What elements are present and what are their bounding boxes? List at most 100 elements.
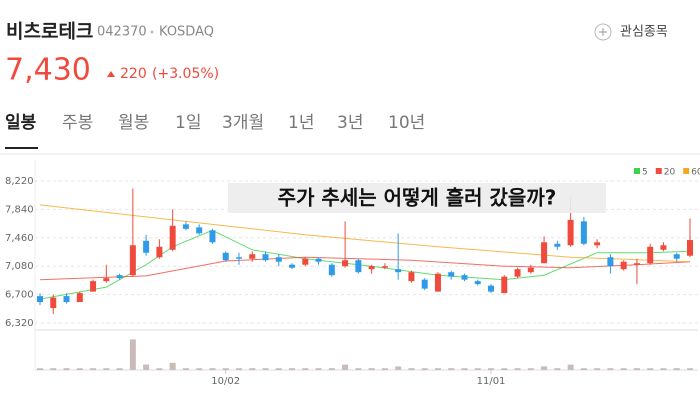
volume-bar — [143, 364, 150, 370]
volume-bar — [249, 368, 256, 370]
watchlist-button[interactable]: 관심종목 — [620, 25, 668, 40]
candle-body — [169, 225, 176, 250]
volume-bar — [50, 368, 57, 370]
add-icon-plus — [599, 28, 607, 36]
candle-body — [434, 273, 441, 292]
candle-body — [527, 267, 534, 273]
candle-body — [209, 230, 216, 243]
legend-label: 60 — [691, 168, 700, 178]
up-arrow — [107, 71, 115, 77]
candle-body — [474, 281, 481, 285]
candle-body — [488, 285, 495, 292]
volume-bar — [448, 368, 455, 370]
volume-bar — [182, 368, 189, 370]
volume-bar — [474, 368, 481, 370]
candle-body — [76, 293, 83, 303]
tab[interactable]: 1년 — [288, 113, 314, 133]
candle-body — [633, 263, 640, 265]
tab[interactable]: 1일 — [175, 113, 201, 133]
volume-bar — [196, 368, 203, 370]
tab[interactable]: 3개월 — [222, 113, 264, 133]
annotation-box — [228, 183, 606, 213]
volume-bar — [368, 368, 375, 370]
volume-bar — [355, 368, 362, 370]
price: 7,430 — [5, 53, 91, 88]
volume-bar — [37, 368, 43, 370]
volume-bar — [381, 368, 388, 370]
volume-bar — [302, 368, 309, 370]
change: 220 — [120, 66, 147, 82]
add-icon[interactable] — [594, 23, 612, 41]
y-tick-label: 7,460 — [5, 233, 34, 244]
volume-bar — [328, 368, 335, 370]
volume-bar — [421, 368, 428, 370]
candle-body — [182, 224, 189, 229]
candle-body — [541, 242, 548, 264]
legend-swatch — [634, 168, 640, 174]
volume-bar — [342, 364, 349, 370]
candle-body — [235, 257, 242, 259]
candle-body — [620, 261, 627, 270]
y-tick-label: 7,080 — [5, 261, 34, 272]
candle-body — [514, 269, 521, 277]
volume-bar — [169, 362, 176, 370]
tab[interactable]: 월봉 — [118, 113, 149, 133]
volume-bar — [116, 368, 123, 370]
legend-swatch — [683, 168, 690, 174]
candle-body — [461, 275, 468, 280]
volume-bar — [90, 368, 97, 370]
candle-body — [275, 257, 282, 262]
tab[interactable]: 일봉 — [5, 113, 37, 133]
legend-swatch — [655, 168, 662, 174]
market: KOSDAQ — [159, 25, 214, 40]
volume-bar — [527, 368, 534, 370]
ma-line — [39, 229, 691, 300]
volume-bar — [289, 368, 296, 370]
tab[interactable]: 주봉 — [62, 113, 93, 133]
candle-body — [63, 296, 70, 303]
volume-bar — [594, 368, 601, 370]
volume-bar — [660, 368, 667, 370]
x-tick-label: 11/01 — [477, 376, 506, 387]
candle-body — [421, 279, 428, 289]
tab[interactable]: 3년 — [337, 113, 363, 133]
volume-bar — [620, 368, 627, 370]
volume-bar — [607, 368, 614, 370]
y-tick-label: 6,320 — [5, 318, 34, 329]
y-tick-label: 7,840 — [5, 204, 34, 215]
candle-body — [501, 276, 508, 294]
volume-bar — [567, 364, 574, 370]
volume-bar — [156, 368, 163, 370]
x-tick-label: 10/02 — [211, 376, 240, 387]
candle-body — [90, 281, 97, 292]
y-tick-label: 6,700 — [5, 290, 34, 301]
volume-bar — [501, 368, 508, 370]
tab[interactable]: 10년 — [388, 113, 425, 133]
candle-body — [673, 254, 680, 259]
stock-code: 042370 — [97, 25, 147, 40]
volume-bar — [395, 366, 402, 370]
candle-body — [37, 296, 43, 303]
candle-body — [687, 240, 693, 256]
candle-body — [156, 246, 163, 258]
volume-bar — [209, 368, 216, 370]
candle-body — [196, 227, 203, 234]
volume-bar — [633, 368, 640, 370]
candle-body — [381, 266, 388, 268]
candle-body — [328, 264, 335, 276]
annotation: 주가 추세는 어떻게 흘러 갔을까? — [278, 186, 557, 210]
legend-label: 5 — [642, 168, 648, 178]
volume-bar — [76, 368, 83, 370]
volume-bar — [554, 368, 561, 370]
candle-body — [594, 242, 601, 246]
volume-bar — [687, 368, 693, 370]
candle-body — [289, 264, 296, 268]
volume-bar — [541, 366, 548, 370]
candle-body — [647, 246, 654, 264]
candle-body — [567, 219, 574, 246]
volume-bar — [580, 368, 587, 370]
candle-body — [580, 221, 587, 244]
volume-bar — [647, 368, 654, 370]
candle-body — [408, 272, 415, 282]
